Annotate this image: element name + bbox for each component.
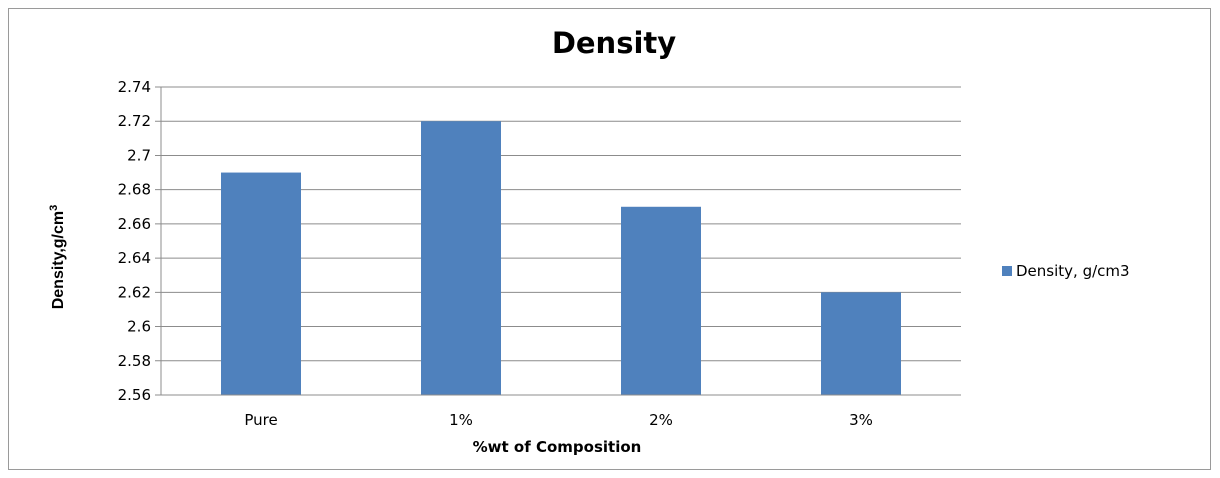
y-tick-label: 2.6 bbox=[127, 318, 151, 336]
y-tick-labels: 2.56 2.58 2.6 2.62 2.64 2.66 2.68 2.7 2.72 2.74 bbox=[118, 78, 151, 404]
legend-label: Density, g/cm3 bbox=[1016, 262, 1130, 280]
legend-swatch bbox=[1002, 266, 1012, 276]
x-tick-label: 1% bbox=[449, 411, 473, 429]
x-tick-label: 2% bbox=[649, 411, 673, 429]
chart-frame: Density 2.56 2.58 2.6 2.62 2.64 2.66 2.68 2.7 2.… bbox=[8, 8, 1211, 470]
y-tick-label: 2.74 bbox=[118, 78, 151, 96]
y-tick-label: 2.64 bbox=[118, 249, 151, 267]
x-tick-label: 3% bbox=[849, 411, 873, 429]
y-tick-label: 2.72 bbox=[118, 112, 151, 130]
y-tick-label: 2.62 bbox=[118, 283, 151, 301]
chart-title: Density bbox=[552, 26, 676, 60]
y-tick-label: 2.56 bbox=[118, 386, 151, 404]
y-axis-label-text: Density,g/cm bbox=[50, 211, 67, 309]
y-tick-label: 2.58 bbox=[118, 352, 151, 370]
y-axis-label-superscript: 3 bbox=[48, 205, 60, 211]
bars bbox=[221, 121, 901, 395]
axes bbox=[160, 87, 961, 396]
x-tick-labels: Pure 1% 2% 3% bbox=[244, 411, 873, 429]
y-tick-label: 2.66 bbox=[118, 215, 151, 233]
bar-2pct bbox=[621, 206, 701, 395]
x-axis-label: %wt of Composition bbox=[473, 438, 642, 456]
y-tick-label: 2.7 bbox=[127, 146, 151, 164]
y-tick-label: 2.68 bbox=[118, 181, 151, 199]
x-tick-label: Pure bbox=[244, 411, 277, 429]
bar-3pct bbox=[821, 292, 901, 395]
legend: Density, g/cm3 bbox=[1002, 262, 1130, 280]
bar-1pct bbox=[421, 121, 501, 395]
bar-pure bbox=[221, 172, 301, 395]
density-bar-chart: Density 2.562.582.62.622.642.662.682.72.… bbox=[48, 26, 1130, 456]
y-axis-label: Density,g/cm3 bbox=[48, 205, 67, 310]
